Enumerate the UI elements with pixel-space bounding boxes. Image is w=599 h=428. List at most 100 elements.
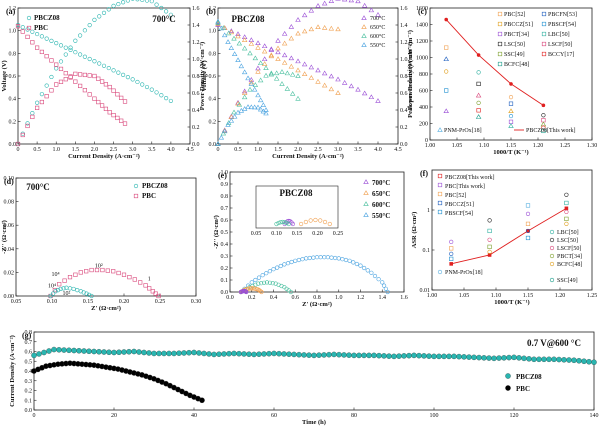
- x-tick-label: 1.0: [254, 147, 262, 153]
- legend-marker: [505, 385, 511, 391]
- data-point: [476, 53, 481, 57]
- legend-marker: [437, 182, 443, 188]
- data-point: [115, 115, 120, 121]
- data-point: [540, 121, 547, 127]
- data-point: [106, 349, 112, 355]
- data-point: [99, 79, 105, 84]
- data-point: [61, 286, 66, 291]
- x-tick-label: 1.15: [506, 143, 517, 149]
- inset-data-point: [299, 221, 304, 227]
- y-tick-label: 1000: [416, 56, 428, 62]
- y-tick-label: 1600: [416, 6, 428, 12]
- data-point: [321, 70, 328, 76]
- x-tick-label: 4.5: [186, 147, 194, 153]
- data-point: [273, 75, 280, 81]
- data-point: [71, 347, 77, 354]
- y-tick-label: 0.2: [221, 266, 229, 272]
- data-point: [260, 108, 267, 114]
- legend-marker: [549, 253, 555, 259]
- data-point: [546, 356, 552, 363]
- data-point: [325, 255, 330, 260]
- legend-marker: [497, 51, 503, 57]
- data-point: [228, 28, 235, 33]
- data-point: [295, 17, 301, 22]
- data-point: [300, 257, 305, 262]
- data-point: [249, 280, 254, 285]
- y-tick-label: 0.3: [221, 254, 229, 260]
- data-point: [78, 83, 83, 89]
- y-axis-label: Voltage (V): [1, 60, 8, 91]
- y-tick-label: 1200: [416, 39, 428, 45]
- data-point: [255, 40, 261, 46]
- data-point: [58, 79, 64, 84]
- data-point: [58, 59, 64, 64]
- data-point: [63, 77, 68, 82]
- data-point: [355, 0, 361, 4]
- legend-marker: [541, 41, 547, 47]
- legend-entry: LBC[50]: [557, 230, 579, 236]
- data-point: [144, 84, 150, 90]
- panel-g: 0 20 40 60 80 100 120 140 Time (h) 0.0 0.1 0.2 0.3 0.…: [9, 330, 599, 426]
- inset-frame: [255, 185, 339, 229]
- data-point: [255, 92, 261, 98]
- legend-marker: [363, 179, 369, 184]
- data-point: [76, 348, 82, 354]
- data-point: [54, 41, 59, 46]
- legend-marker: [437, 269, 443, 275]
- y-tick-label: 1.2: [209, 6, 217, 12]
- legend-entry: PBCCZ[51]: [504, 22, 533, 28]
- data-point: [271, 267, 276, 272]
- legend-marker: [541, 11, 547, 17]
- data-point: [461, 354, 467, 360]
- data-point: [99, 103, 105, 108]
- data-point: [30, 110, 35, 116]
- data-point: [268, 52, 275, 58]
- legend-marker: [437, 173, 443, 179]
- data-point: [73, 71, 78, 76]
- data-point: [216, 351, 222, 357]
- data-point: [281, 30, 288, 36]
- data-point: [164, 95, 169, 101]
- data-point: [73, 38, 78, 43]
- data-point: [401, 353, 407, 359]
- data-point: [293, 258, 298, 263]
- legend-marker: [541, 21, 547, 27]
- legend-entry: PBCZ08: [516, 373, 542, 381]
- legend-entry: LSC[50]: [557, 238, 578, 244]
- y-tick-label: 0.6: [221, 218, 229, 224]
- y-tick-label: 1.2: [9, 6, 17, 12]
- data-point: [111, 68, 116, 73]
- data-point: [322, 255, 327, 260]
- data-point: [58, 43, 64, 48]
- data-point: [101, 10, 107, 15]
- data-point: [241, 88, 248, 94]
- data-point: [301, 12, 308, 18]
- data-point: [487, 244, 492, 249]
- data-point: [225, 30, 232, 36]
- data-point: [358, 263, 363, 268]
- y-tick-label: 1.0: [209, 29, 217, 35]
- data-point: [391, 353, 397, 360]
- data-point: [591, 359, 597, 365]
- data-point: [318, 255, 323, 260]
- data-point: [471, 354, 477, 361]
- x-tick-label: 0.5: [33, 147, 41, 153]
- y2-tick-label: 1.6: [192, 6, 200, 12]
- data-point: [476, 70, 481, 75]
- legend-marker: [541, 51, 547, 57]
- y-tick-label: 600: [419, 89, 428, 95]
- data-point: [267, 269, 272, 274]
- data-point: [252, 82, 259, 87]
- x-tick-label: 0: [217, 147, 220, 153]
- data-point: [443, 108, 449, 114]
- frequency-label: 1: [148, 277, 151, 283]
- panel-b: 0 0.5 1.0 1.5 2.0 2.5 3.0 3.5 4.0 4.5 Current Dens…: [201, 0, 414, 160]
- frequency-label: 10⁴: [48, 284, 56, 290]
- data-point: [132, 277, 137, 282]
- y2-tick-label: 1.0: [400, 57, 408, 63]
- data-point: [279, 69, 285, 74]
- data-point: [341, 80, 348, 85]
- data-point: [62, 278, 67, 283]
- panel-c: 1.00 1.05 1.10 1.15 1.20 1.25 1.30 1000/T (K⁻¹)…: [407, 6, 597, 156]
- data-point: [281, 351, 287, 357]
